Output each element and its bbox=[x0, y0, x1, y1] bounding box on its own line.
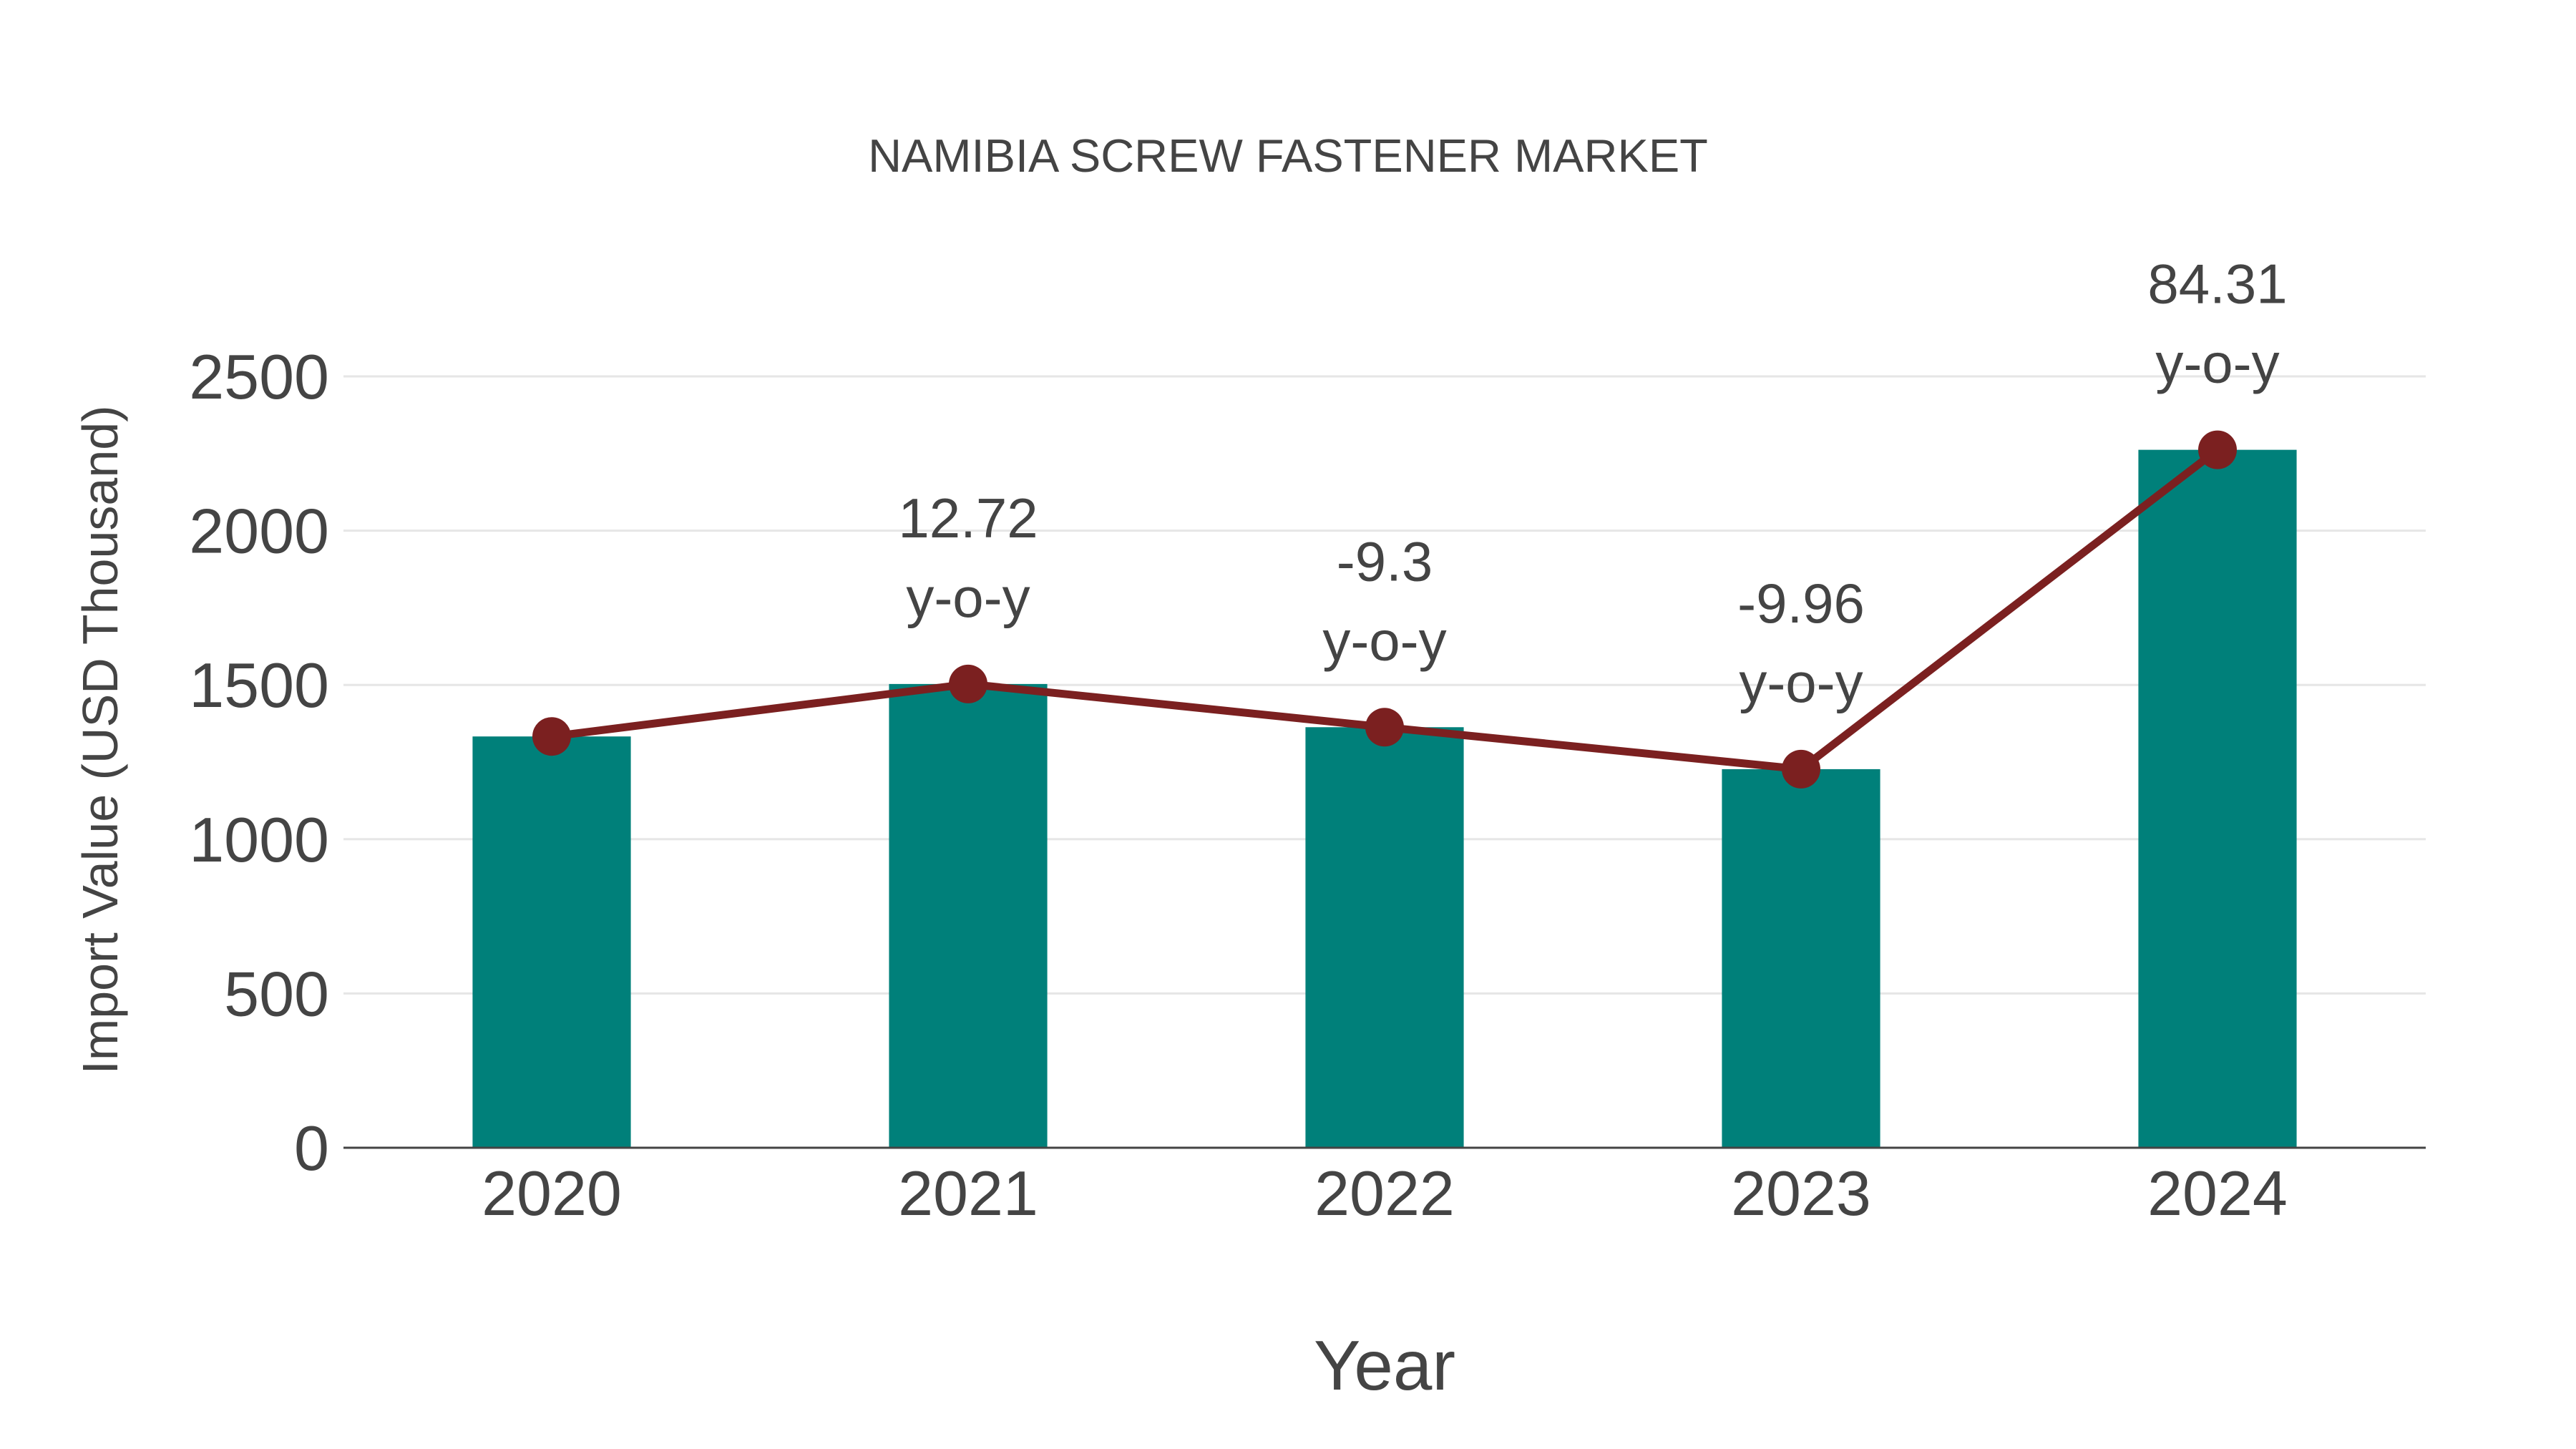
yoy-annotation-2021: 12.72 y-o-y bbox=[898, 487, 1038, 629]
x-tick-label: 2022 bbox=[1314, 1158, 1455, 1229]
y-tick-label: 500 bbox=[224, 958, 329, 1029]
y-tick-label: 2000 bbox=[189, 496, 329, 567]
bar-2023 bbox=[1722, 769, 1880, 1148]
y-tick-label: 1000 bbox=[189, 804, 329, 875]
bar-2020 bbox=[472, 736, 631, 1148]
bar-2021 bbox=[889, 683, 1048, 1148]
yoy-label: y-o-y bbox=[1739, 651, 1863, 714]
line-marker bbox=[949, 664, 987, 703]
bar-series bbox=[472, 449, 2297, 1148]
yoy-annotation-2022: -9.3 y-o-y bbox=[1322, 530, 1446, 672]
line-marker bbox=[1365, 708, 1404, 747]
x-axis-ticks: 2020 2021 2022 2023 2024 bbox=[482, 1158, 2288, 1229]
yoy-annotation-2023: -9.96 y-o-y bbox=[1737, 572, 1865, 714]
chart-title: NAMIBIA SCREW FASTENER MARKET bbox=[868, 130, 1708, 182]
x-tick-label: 2021 bbox=[898, 1158, 1038, 1229]
yoy-value: -9.96 bbox=[1737, 572, 1865, 635]
line-series bbox=[532, 430, 2237, 789]
x-axis-title: Year bbox=[1313, 1326, 1456, 1405]
y-tick-label: 0 bbox=[294, 1113, 329, 1184]
bar-2022 bbox=[1305, 727, 1464, 1148]
bar-2024 bbox=[2138, 449, 2297, 1148]
yoy-label: y-o-y bbox=[1322, 609, 1446, 672]
yoy-value: 84.31 bbox=[2147, 253, 2287, 316]
line-marker bbox=[1782, 749, 1820, 789]
yoy-annotations: 12.72 y-o-y -9.3 y-o-y -9.96 y-o-y 84.31 y-o-y bbox=[898, 253, 2287, 714]
yoy-value: 12.72 bbox=[898, 487, 1038, 550]
y-axis-ticks: 0 500 1000 1500 2000 2500 bbox=[189, 341, 329, 1184]
line-marker bbox=[532, 717, 571, 756]
y-tick-label: 2500 bbox=[189, 341, 329, 412]
yoy-label: y-o-y bbox=[906, 566, 1030, 629]
x-tick-label: 2023 bbox=[1731, 1158, 1871, 1229]
y-tick-label: 1500 bbox=[189, 650, 329, 721]
yoy-label: y-o-y bbox=[2155, 332, 2279, 395]
line-marker bbox=[2198, 430, 2237, 469]
x-tick-label: 2020 bbox=[482, 1158, 622, 1229]
x-tick-label: 2024 bbox=[2147, 1158, 2288, 1229]
yoy-annotation-2024: 84.31 y-o-y bbox=[2147, 253, 2287, 395]
yoy-value: -9.3 bbox=[1337, 530, 1433, 592]
